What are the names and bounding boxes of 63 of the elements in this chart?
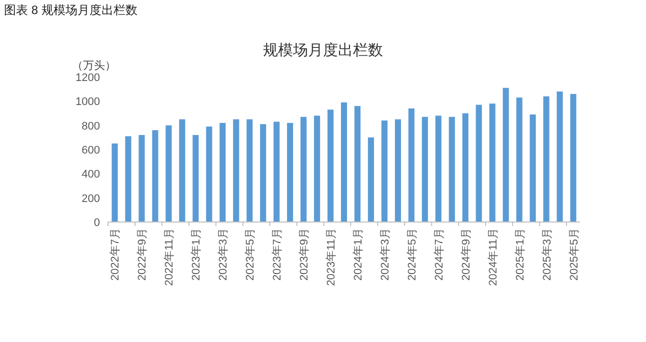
bar (354, 106, 361, 222)
bar (112, 143, 118, 222)
x-tick-label: 2022年11月 (164, 228, 176, 286)
x-tick-label: 2024年9月 (460, 228, 472, 281)
x-tick-label: 2024年3月 (379, 228, 392, 281)
bar (314, 116, 320, 222)
y-tick-label: 200 (82, 192, 100, 205)
bar (570, 94, 576, 222)
bar (368, 137, 374, 222)
bar (408, 108, 414, 222)
x-tick-label: 2023年9月 (298, 228, 311, 281)
bar (530, 114, 536, 222)
x-tick-label: 2023年7月 (272, 228, 284, 281)
bar (233, 119, 240, 222)
bar (192, 135, 199, 222)
bar (462, 113, 468, 222)
bar (246, 119, 253, 222)
bar (138, 135, 145, 222)
bar (287, 122, 294, 222)
bar (260, 124, 266, 222)
y-tick-label: 1200 (76, 72, 100, 84)
bar (340, 102, 348, 222)
x-tick-label: 2023年3月 (218, 228, 230, 281)
y-tick-label: 800 (82, 120, 100, 132)
x-tick-label: 2025年5月 (568, 228, 580, 281)
bar (516, 98, 522, 222)
x-tick-label: 2022年7月 (110, 228, 122, 281)
bar (166, 125, 172, 222)
text: 图表 8 规模场月度出栏数 (4, 3, 138, 17)
x-tick-label: 2023年5月 (244, 228, 257, 281)
bar (220, 122, 226, 222)
bar (125, 136, 132, 222)
y-axis-title: （万头） (72, 59, 116, 72)
bar (327, 110, 334, 222)
bar (502, 88, 509, 222)
x-tick-label: 2024年5月 (406, 228, 418, 281)
bar (394, 119, 401, 222)
bar (448, 116, 455, 222)
y-tick-label: 600 (82, 144, 100, 156)
bar (489, 104, 496, 222)
bar (381, 120, 388, 222)
x-tick-label: 2023年1月 (190, 228, 203, 281)
bar (556, 92, 563, 222)
x-tick-label: 2024年7月 (433, 228, 446, 281)
bar (300, 116, 307, 222)
bar (435, 116, 442, 222)
x-tick-label: 2024年11月 (487, 228, 500, 286)
bar (274, 122, 280, 222)
bar (476, 104, 482, 222)
x-tick-label: 2025年3月 (541, 228, 554, 281)
chart-title: 规模场月度出栏数 (263, 42, 383, 59)
x-tick-label: 2025年1月 (514, 228, 526, 281)
x-tick-label: 2024年1月 (352, 228, 364, 281)
y-tick-label: 400 (82, 168, 100, 181)
x-tick-label: 2022年9月 (136, 228, 149, 281)
x-tick-label: 2023年11月 (326, 228, 338, 286)
bar (543, 96, 550, 222)
bar (179, 119, 186, 222)
y-tick-label: 0 (94, 217, 100, 229)
bar (206, 126, 212, 222)
y-tick-label: 1000 (76, 96, 100, 108)
bar (152, 130, 158, 222)
bar (422, 116, 428, 222)
